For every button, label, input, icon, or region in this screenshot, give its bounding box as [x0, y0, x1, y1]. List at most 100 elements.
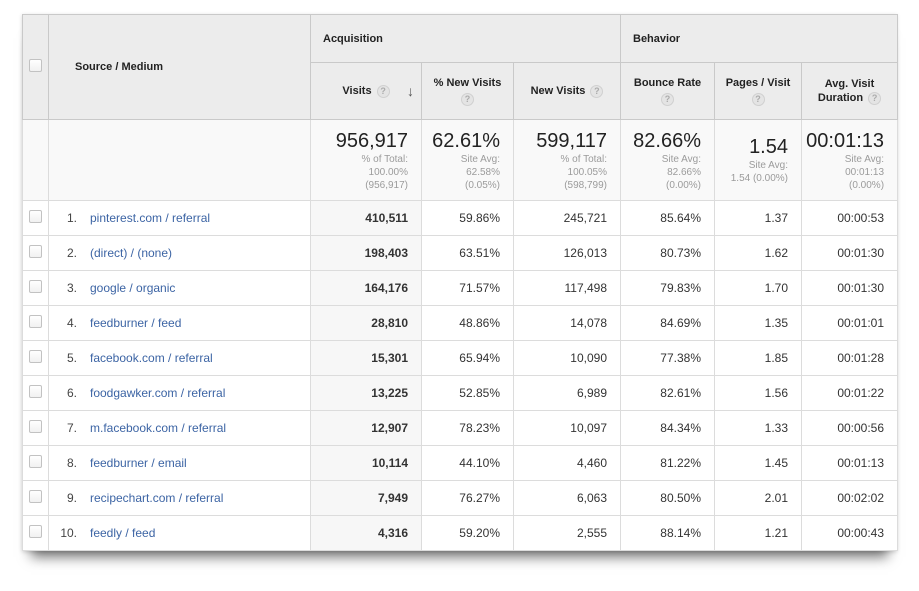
- totals-avg-duration-sub: Site Avg:: [844, 153, 885, 165]
- source-medium-link[interactable]: feedburner / email: [90, 456, 187, 470]
- row-check-cell: [22, 480, 49, 516]
- avg-duration-value: 00:01:28: [800, 340, 899, 376]
- row-check-cell: [22, 235, 49, 271]
- pages-visit-value: 1.37: [714, 200, 802, 236]
- row-checkbox[interactable]: [29, 350, 42, 363]
- totals-visits-value: 956,917: [335, 129, 408, 152]
- pct-new-visits-value: 65.94%: [421, 340, 514, 376]
- source-medium-link[interactable]: facebook.com / referral: [90, 351, 213, 365]
- row-checkbox[interactable]: [29, 525, 42, 538]
- totals-avg-duration-sub: 00:01:13: [845, 166, 885, 178]
- acquisition-group-header: Acquisition: [310, 14, 621, 63]
- avg-duration-value: 00:01:01: [800, 305, 899, 341]
- totals-pct-new-visits-sub: Site Avg:: [460, 153, 500, 165]
- totals-bounce-rate-sub: Site Avg:: [661, 153, 701, 165]
- new-visits-value: 117,498: [513, 270, 621, 306]
- row-checkbox[interactable]: [29, 455, 42, 468]
- source-cell: 5. facebook.com / referral: [48, 340, 311, 376]
- new-visits-value: 14,078: [513, 305, 621, 341]
- pages-visit-value: 1.70: [714, 270, 802, 306]
- totals-new-visits-sub: (598,799): [564, 179, 607, 191]
- row-rank: 7.: [66, 421, 77, 435]
- source-medium-link[interactable]: google / organic: [90, 281, 176, 295]
- row-check-cell: [22, 375, 49, 411]
- new-visits-column-header[interactable]: New Visits ?: [513, 62, 621, 120]
- source-medium-link[interactable]: (direct) / (none): [90, 246, 173, 260]
- help-icon[interactable]: ?: [376, 84, 390, 98]
- row-rank: 4.: [66, 316, 77, 330]
- select-all-checkbox[interactable]: [29, 59, 42, 72]
- help-icon[interactable]: ?: [590, 84, 604, 98]
- bounce-rate-column-header[interactable]: Bounce Rate ?: [620, 62, 715, 120]
- visits-value: 4,316: [310, 515, 422, 551]
- pct-new-visits-column-header[interactable]: % New Visits ?: [421, 62, 514, 120]
- help-icon[interactable]: ?: [868, 91, 882, 105]
- source-cell: 8. feedburner / email: [48, 445, 311, 481]
- pages-visit-column-header[interactable]: Pages / Visit ?: [714, 62, 802, 120]
- pages-visit-value: 1.62: [714, 235, 802, 271]
- sort-descending-icon[interactable]: ↓: [407, 83, 414, 99]
- row-checkbox[interactable]: [29, 315, 42, 328]
- row-rank: 3.: [66, 281, 77, 295]
- help-icon[interactable]: ?: [461, 92, 474, 106]
- source-medium-link[interactable]: feedburner / feed: [90, 316, 182, 330]
- table-row: 1. pinterest.com / referral 410,511 59.8…: [22, 200, 899, 236]
- visits-value: 13,225: [310, 375, 422, 411]
- row-checkbox[interactable]: [29, 385, 42, 398]
- pct-new-visits-value: 71.57%: [421, 270, 514, 306]
- source-medium-link[interactable]: recipechart.com / referral: [90, 491, 224, 505]
- visits-value: 7,949: [310, 480, 422, 516]
- pct-new-visits-value: 78.23%: [421, 410, 514, 446]
- source-medium-header[interactable]: Source / Medium: [48, 14, 311, 120]
- pages-visit-value: 1.33: [714, 410, 802, 446]
- bounce-rate-value: 80.50%: [620, 480, 715, 516]
- totals-pages-visit-value: 1.54: [749, 136, 788, 158]
- avg-duration-value: 00:00:53: [800, 200, 899, 236]
- row-checkbox[interactable]: [29, 490, 42, 503]
- source-medium-link[interactable]: m.facebook.com / referral: [90, 421, 227, 435]
- totals-visits-cell: 956,917 % of Total: 100.00% (956,917): [310, 119, 422, 201]
- totals-pct-new-visits-sub: 62.58%: [466, 166, 500, 178]
- group-header-row: Source / Medium Acquisition Behavior: [22, 14, 899, 120]
- table-row: 4. feedburner / feed 28,810 48.86% 14,07…: [22, 305, 899, 341]
- row-rank: 2.: [66, 246, 77, 260]
- row-check-cell: [22, 200, 49, 236]
- table-row: 2. (direct) / (none) 198,403 63.51% 126,…: [22, 235, 899, 271]
- bounce-rate-value: 79.83%: [620, 270, 715, 306]
- totals-pages-visit-cell: 1.54 Site Avg: 1.54 (0.00%): [714, 119, 802, 201]
- visits-column-header[interactable]: Visits ? ↓: [310, 62, 422, 120]
- pages-visit-value: 1.45: [714, 445, 802, 481]
- row-checkbox[interactable]: [29, 245, 42, 258]
- source-medium-link[interactable]: pinterest.com / referral: [90, 211, 211, 225]
- help-icon[interactable]: ?: [751, 92, 765, 106]
- table-row: 5. facebook.com / referral 15,301 65.94%…: [22, 340, 899, 376]
- totals-visits-sub: 100.00%: [368, 166, 408, 178]
- visits-value: 164,176: [310, 270, 422, 306]
- pages-visit-value: 1.21: [714, 515, 802, 551]
- row-checkbox[interactable]: [29, 280, 42, 293]
- visits-value: 410,511: [310, 200, 422, 236]
- visits-value: 28,810: [310, 305, 422, 341]
- row-check-cell: [22, 445, 49, 481]
- row-checkbox[interactable]: [29, 420, 42, 433]
- totals-pct-new-visits-sub: (0.05%): [464, 179, 500, 191]
- totals-avg-duration-value: 00:01:13: [806, 129, 885, 152]
- new-visits-value: 6,989: [513, 375, 621, 411]
- pct-new-visits-value: 63.51%: [421, 235, 514, 271]
- row-check-cell: [22, 305, 49, 341]
- visits-value: 10,114: [310, 445, 422, 481]
- totals-empty-check-cell: [22, 119, 49, 201]
- help-icon[interactable]: ?: [661, 92, 674, 106]
- avg-visit-duration-label-line1: Avg. Visit: [824, 77, 875, 90]
- new-visits-value: 10,097: [513, 410, 621, 446]
- avg-visit-duration-column-header[interactable]: Avg. Visit Duration ?: [800, 62, 899, 120]
- source-medium-link[interactable]: foodgawker.com / referral: [90, 386, 226, 400]
- pct-new-visits-value: 59.86%: [421, 200, 514, 236]
- row-check-cell: [22, 515, 49, 551]
- totals-new-visits-sub: % of Total:: [560, 153, 607, 165]
- visits-column-label: Visits: [342, 84, 372, 97]
- avg-visit-duration-label-line2: Duration: [817, 91, 864, 104]
- totals-pages-visit-sub: Site Avg:: [748, 160, 788, 171]
- source-medium-link[interactable]: feedly / feed: [90, 526, 156, 540]
- row-checkbox[interactable]: [29, 210, 42, 223]
